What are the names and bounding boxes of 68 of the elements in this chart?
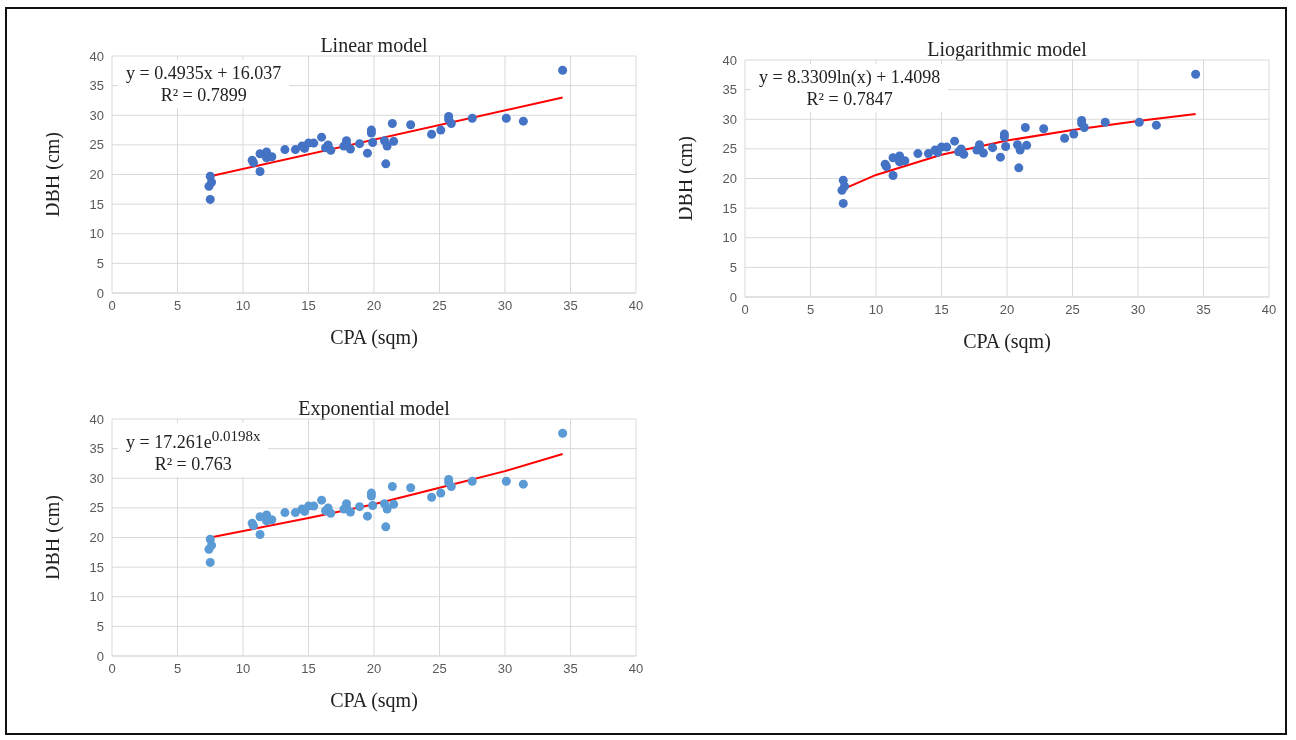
- x-tick-label: 30: [1130, 302, 1146, 318]
- x-tick-label: 40: [628, 298, 644, 314]
- x-tick-label: 35: [563, 298, 578, 314]
- x-tick-label: 40: [1261, 302, 1277, 318]
- x-axis-title: CPA (sqm): [330, 689, 418, 712]
- y-tick-label: 10: [89, 589, 104, 605]
- y-tick-label: 25: [89, 137, 104, 153]
- x-tick-label: 20: [999, 302, 1015, 318]
- x-tick-label: 20: [366, 298, 382, 314]
- annotation: y = 8.3309ln(x) + 1.4098: [759, 66, 941, 88]
- x-tick-label: 0: [741, 302, 749, 318]
- y-tick-label: 15: [89, 559, 104, 575]
- y-tick-label: 15: [722, 200, 737, 216]
- x-tick-label: 40: [628, 661, 644, 677]
- x-tick-label: 30: [497, 298, 513, 314]
- y-tick-label: 15: [89, 196, 104, 212]
- x-tick-label: 5: [173, 298, 182, 314]
- x-tick-label: 0: [108, 661, 116, 677]
- x-tick-label: 35: [563, 661, 578, 677]
- x-tick-label: 15: [301, 298, 316, 314]
- x-tick-label: 25: [432, 661, 447, 677]
- y-tick-label: 10: [722, 230, 737, 246]
- chart-title: Liogarithmic model: [926, 38, 1088, 60]
- y-tick-label: 20: [722, 171, 737, 187]
- x-tick-label: 0: [108, 298, 116, 314]
- x-axis-title: CPA (sqm): [963, 330, 1051, 353]
- annotation: R² = 0.7847: [805, 88, 894, 110]
- x-axis-title: CPA (sqm): [330, 326, 418, 349]
- y-tick-label: 0: [96, 648, 104, 664]
- x-tick-label: 30: [497, 661, 513, 677]
- y-tick-label: 0: [96, 285, 104, 301]
- annotation: y = 17.261e$^{0.0198x}$: [126, 427, 261, 453]
- y-tick-label: 5: [729, 259, 737, 275]
- y-tick-label: 30: [89, 470, 104, 486]
- y-axis-title: DBH (cm): [674, 136, 698, 221]
- chart-title: Exponential model: [297, 397, 451, 419]
- y-tick-label: 25: [89, 500, 104, 516]
- y-tick-label: 20: [89, 167, 104, 183]
- x-tick-label: 10: [235, 661, 251, 677]
- x-tick-label: 15: [301, 661, 316, 677]
- y-tick-label: 5: [96, 618, 104, 634]
- x-tick-label: 25: [432, 298, 447, 314]
- y-tick-label: 35: [722, 82, 737, 98]
- y-axis-title: DBH (cm): [41, 495, 65, 580]
- x-tick-label: 15: [934, 302, 949, 318]
- y-tick-label: 10: [89, 226, 104, 242]
- annotation: R² = 0.763: [153, 453, 233, 475]
- y-tick-label: 30: [89, 107, 104, 123]
- y-tick-label: 40: [89, 48, 104, 64]
- chart-title: Linear model: [319, 34, 429, 56]
- y-tick-label: 40: [89, 411, 104, 427]
- annotation: y = 0.4935x + 16.037: [126, 62, 282, 84]
- y-tick-label: 5: [96, 255, 104, 271]
- y-tick-label: 30: [722, 111, 737, 127]
- x-tick-label: 25: [1065, 302, 1080, 318]
- x-tick-label: 35: [1196, 302, 1211, 318]
- x-tick-label: 10: [868, 302, 884, 318]
- x-tick-label: 10: [235, 298, 251, 314]
- y-tick-label: 20: [89, 530, 104, 546]
- annotation: R² = 0.7899: [159, 84, 248, 106]
- y-tick-label: 25: [722, 141, 737, 157]
- y-tick-label: 35: [89, 78, 104, 94]
- y-axis-title: DBH (cm): [41, 132, 65, 217]
- x-tick-label: 5: [806, 302, 815, 318]
- x-tick-label: 20: [366, 661, 382, 677]
- x-tick-label: 5: [173, 661, 182, 677]
- y-tick-label: 35: [89, 441, 104, 457]
- y-tick-label: 40: [722, 52, 737, 68]
